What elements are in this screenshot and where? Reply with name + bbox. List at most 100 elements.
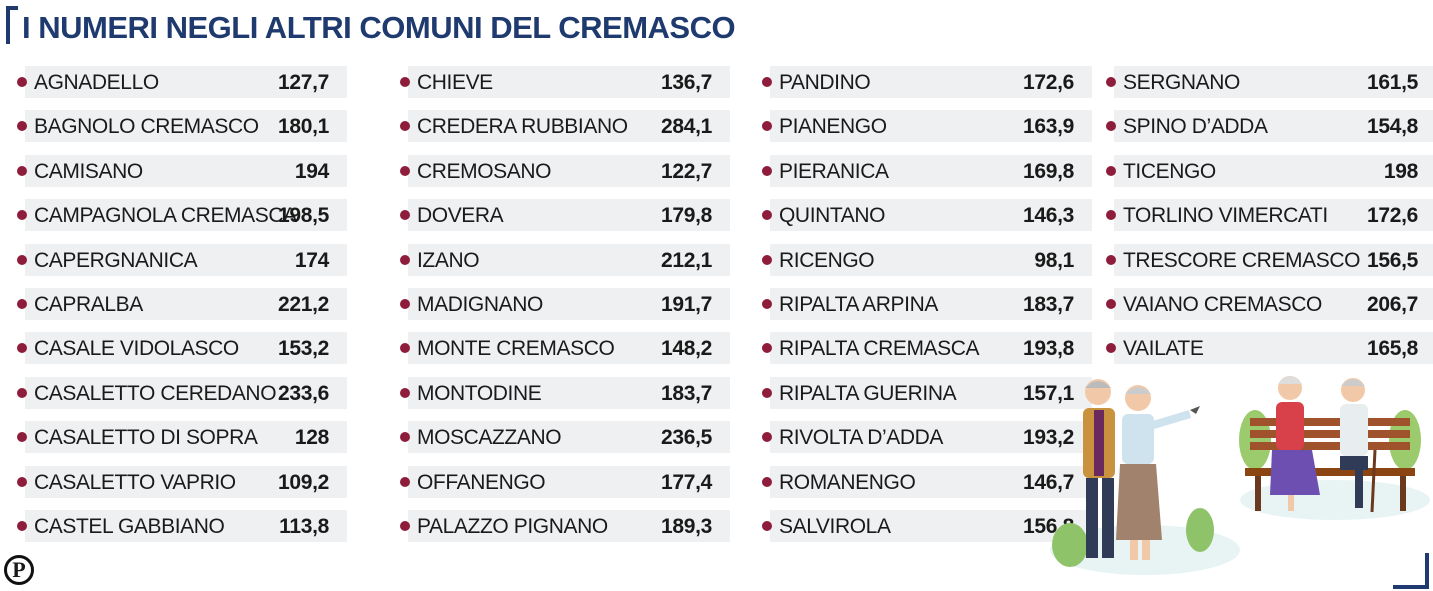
municipality-name: TORLINO VIMERCATI [1123, 204, 1328, 228]
municipality-name: MOSCAZZANO [417, 426, 562, 450]
municipality-name: IZANO [417, 248, 480, 272]
bullet-icon [1106, 165, 1116, 176]
bullet-icon [400, 432, 410, 443]
municipality-value: 161,5 [1366, 71, 1418, 94]
municipality-value: 136,7 [660, 71, 712, 94]
municipality-row: RIVOLTA D’ADDA 193,2 [762, 421, 1092, 454]
municipality-value: 183,7 [1022, 292, 1074, 316]
municipality-value: 157,1 [1022, 381, 1074, 405]
municipality-name: SERGNANO [1123, 71, 1240, 94]
column-1: AGNADELLO 127,7 BAGNOLO CREMASCO 180,1 CAMIS… [17, 66, 347, 554]
municipality-row: CAPRALBA 221,2 [17, 287, 347, 320]
municipality-name: CAMPAGNOLA CREMASCA [34, 204, 297, 228]
bullet-icon [762, 520, 772, 531]
municipality-row: CASALETTO VAPRIO 109,2 [17, 465, 347, 498]
municipality-name: OFFANENGO [417, 470, 546, 494]
municipality-row: SERGNANO 161,5 [1106, 66, 1433, 98]
municipality-name: PIANENGO [779, 115, 887, 139]
municipality-value: 194 [294, 159, 329, 183]
municipality-name: CREDERA RUBBIANO [417, 115, 628, 139]
municipality-name: CASTEL GABBIANO [34, 514, 225, 538]
municipality-name: RICENGO [779, 248, 875, 272]
municipality-name: PIERANICA [779, 159, 889, 183]
municipality-row: PALAZZO PIGNANO 189,3 [400, 509, 730, 542]
municipality-name: CASALE VIDOLASCO [34, 337, 239, 361]
municipality-value: 221,2 [277, 292, 329, 316]
municipality-row: VAIANO CREMASCO 206,7 [1106, 287, 1433, 320]
bullet-icon [762, 432, 772, 443]
municipality-row: SALVIROLA 156,8 [762, 509, 1092, 542]
municipality-row: CAMISANO 194 [17, 154, 347, 187]
municipality-name: SALVIROLA [779, 514, 891, 538]
municipality-name: TRESCORE CREMASCO [1123, 248, 1361, 272]
municipality-name: AGNADELLO [34, 71, 159, 94]
municipality-row: BAGNOLO CREMASCO 180,1 [17, 110, 347, 143]
column-2: CHIEVE 136,7 CREDERA RUBBIANO 284,1 CREMOSAN… [400, 66, 730, 554]
municipality-name: CAPERGNANICA [34, 248, 198, 272]
municipality-value: 198 [1383, 159, 1418, 183]
municipality-row: MONTE CREMASCO 148,2 [400, 332, 730, 365]
municipality-name: MONTODINE [417, 381, 542, 405]
municipality-value: 146,7 [1022, 470, 1074, 494]
column-4: SERGNANO 161,5 SPINO D’ADDA 154,8 TICENGO 198… [1106, 66, 1433, 377]
municipality-value: 169,8 [1022, 159, 1074, 183]
municipality-row: TRESCORE CREMASCO 156,5 [1106, 243, 1433, 276]
bullet-icon [400, 520, 410, 531]
bullet-icon [17, 165, 27, 176]
municipality-value: 189,3 [660, 514, 712, 538]
municipality-name: ROMANENGO [779, 470, 916, 494]
municipality-row: OFFANENGO 177,4 [400, 465, 730, 498]
municipality-row: SPINO D’ADDA 154,8 [1106, 110, 1433, 143]
municipality-row: CAMPAGNOLA CREMASCA 198,5 [17, 199, 347, 232]
municipality-value: 193,8 [1022, 337, 1074, 361]
municipality-name: BAGNOLO CREMASCO [34, 115, 259, 139]
bullet-icon [400, 165, 410, 176]
municipality-row: ROMANENGO 146,7 [762, 465, 1092, 498]
municipality-value: 113,8 [279, 514, 329, 538]
municipality-name: SPINO D’ADDA [1123, 115, 1268, 139]
bullet-icon [17, 432, 27, 443]
municipality-value: 163,9 [1022, 115, 1074, 139]
bullet-icon [400, 210, 410, 221]
municipality-name: QUINTANO [779, 204, 886, 228]
municipality-value: 156,5 [1366, 248, 1418, 272]
bullet-icon [17, 298, 27, 309]
municipality-value: 284,1 [660, 115, 712, 139]
municipality-row: AGNADELLO 127,7 [17, 66, 347, 98]
municipality-row: PIERANICA 169,8 [762, 154, 1092, 187]
municipality-row: VAILATE 165,8 [1106, 332, 1433, 365]
municipality-row: MOSCAZZANO 236,5 [400, 421, 730, 454]
municipality-value: 122,7 [660, 159, 712, 183]
municipality-name: PALAZZO PIGNANO [417, 514, 608, 538]
bullet-icon [762, 165, 772, 176]
bullet-icon [1106, 210, 1116, 221]
bullet-icon [400, 121, 410, 132]
municipality-value: 233,6 [277, 381, 329, 405]
bullet-icon [1106, 77, 1116, 87]
municipality-row: DOVERA 179,8 [400, 199, 730, 232]
corner-frame-top-left [6, 6, 18, 44]
bullet-icon [762, 254, 772, 265]
municipality-name: RIPALTA CREMASCA [779, 337, 980, 361]
elderly-people-illustration [1050, 376, 1430, 575]
municipality-value: 98,1 [1034, 248, 1074, 272]
bullet-icon [400, 298, 410, 309]
bullet-icon [762, 210, 772, 221]
bullet-icon [17, 343, 27, 354]
municipality-row: TICENGO 198 [1106, 154, 1433, 187]
bullet-icon [762, 77, 772, 87]
bullet-icon [1106, 298, 1116, 309]
corner-frame-bottom-right [1393, 553, 1429, 589]
municipality-name: VAIANO CREMASCO [1123, 292, 1322, 316]
bullet-icon [400, 476, 410, 487]
municipality-row: RIPALTA GUERINA 157,1 [762, 376, 1092, 409]
municipality-value: 109,2 [277, 470, 329, 494]
municipality-row: CREMOSANO 122,7 [400, 154, 730, 187]
municipality-row: CASTEL GABBIANO 113,8 [17, 509, 347, 542]
municipality-value: 180,1 [277, 115, 329, 139]
municipality-row: CASALETTO CEREDANO 233,6 [17, 376, 347, 409]
bullet-icon [17, 77, 27, 87]
municipality-name: RIVOLTA D’ADDA [779, 426, 943, 450]
municipality-name: DOVERA [417, 204, 504, 228]
municipality-row: CASALETTO DI SOPRA 128 [17, 421, 347, 454]
